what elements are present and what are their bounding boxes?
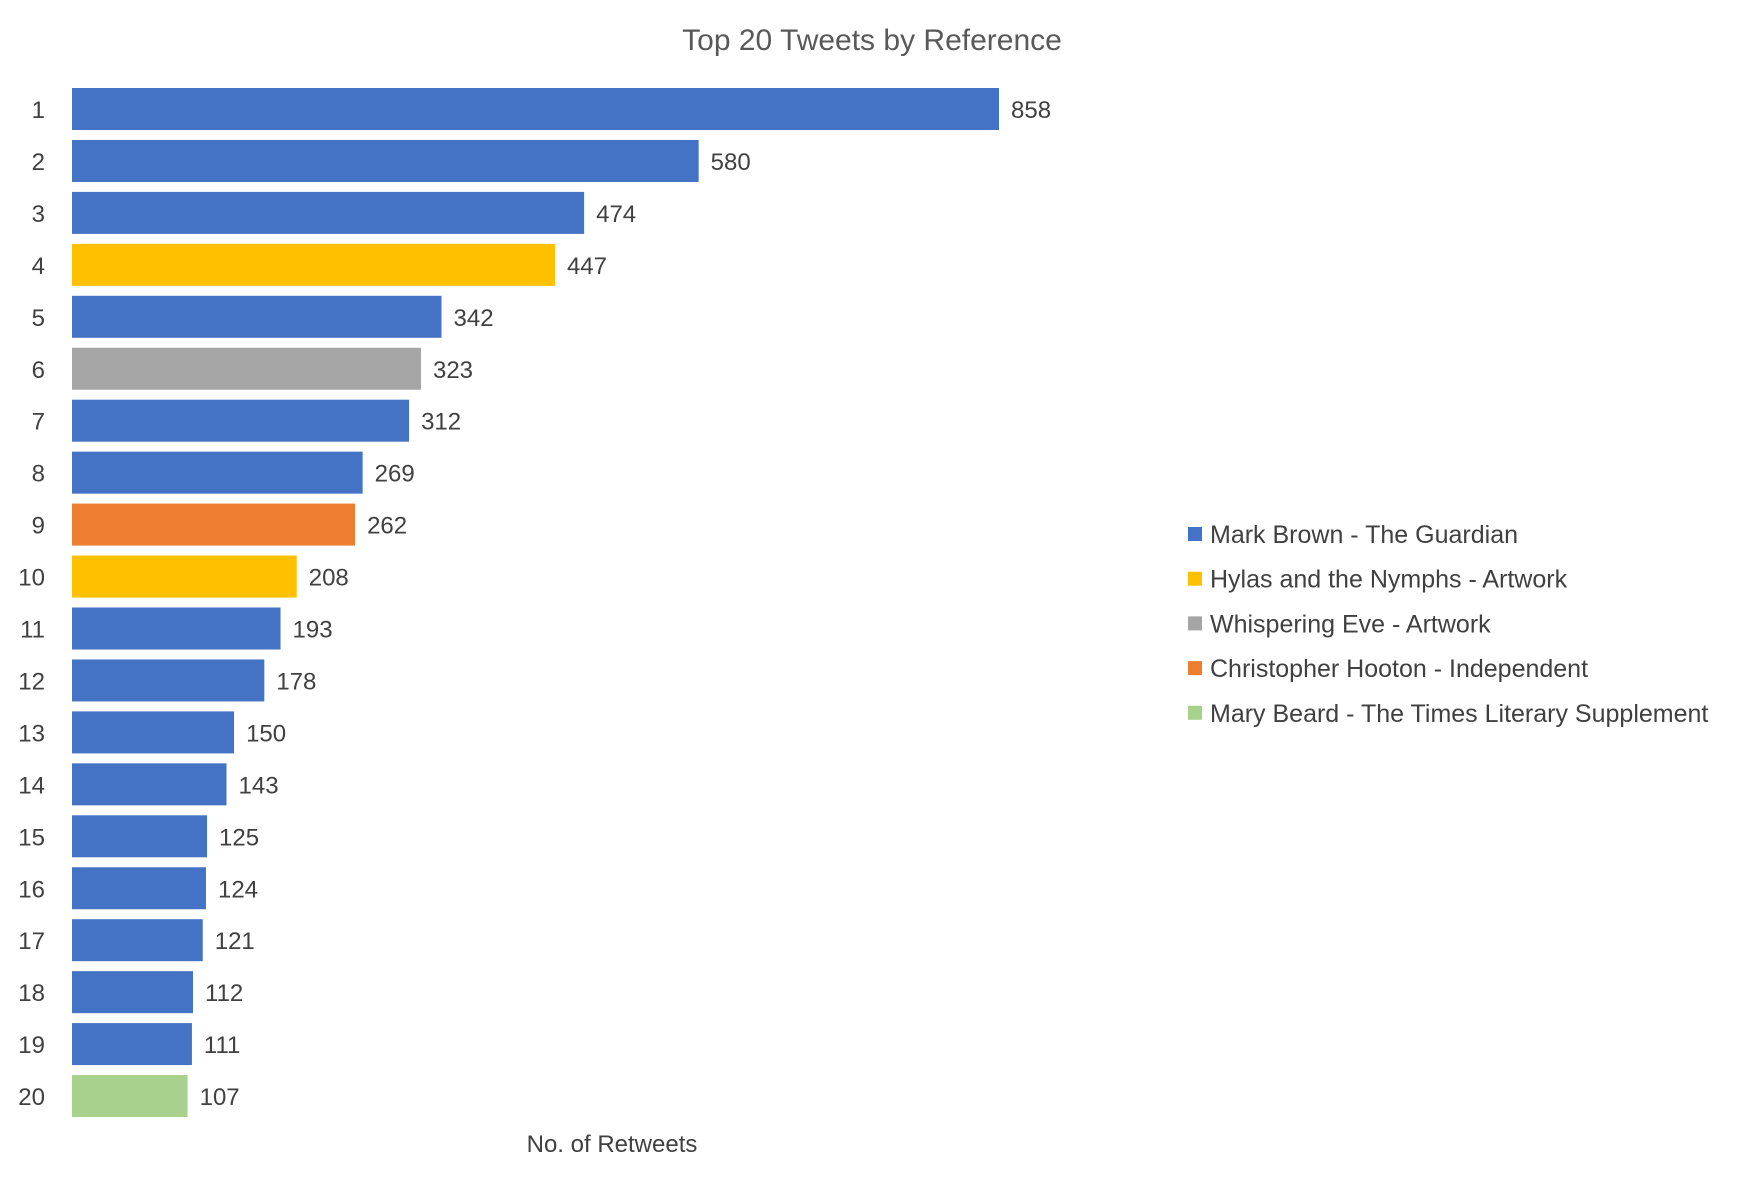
bars-group <box>72 88 999 1118</box>
legend-item-1: Mark Brown - The Guardian <box>1188 521 1518 549</box>
legend-label-2: Hylas and the Nymphs - Artwork <box>1210 566 1568 594</box>
bar-7 <box>72 399 410 442</box>
value-label-20: 107 <box>200 1084 240 1111</box>
category-label-16: 16 <box>18 876 45 903</box>
value-label-4: 447 <box>567 253 607 280</box>
category-label-2: 2 <box>32 149 45 176</box>
category-label-3: 3 <box>32 201 45 228</box>
category-label-19: 19 <box>18 1032 45 1059</box>
category-label-4: 4 <box>32 253 45 280</box>
value-label-14: 143 <box>239 772 279 799</box>
value-label-5: 342 <box>454 305 494 332</box>
bar-6 <box>72 347 421 390</box>
bar-20 <box>72 1075 188 1118</box>
bar-10 <box>72 555 297 598</box>
bar-12 <box>72 659 265 702</box>
bar-11 <box>72 607 281 650</box>
legend-item-4: Christopher Hooton - Independent <box>1188 655 1588 683</box>
category-label-9: 9 <box>32 513 45 540</box>
bar-3 <box>72 191 585 234</box>
bar-9 <box>72 503 356 546</box>
legend-label-5: Mary Beard - The Times Literary Suppleme… <box>1210 700 1708 728</box>
legend-swatch-3 <box>1188 616 1202 631</box>
legend-swatch-5 <box>1188 705 1202 720</box>
category-label-13: 13 <box>18 720 45 747</box>
value-label-18: 112 <box>205 980 243 1007</box>
chart-title: Top 20 Tweets by Reference <box>682 24 1062 57</box>
category-label-14: 14 <box>18 772 45 799</box>
legend: Mark Brown - The Guardian Hylas and the N… <box>1188 521 1708 728</box>
value-label-16: 124 <box>218 876 258 903</box>
category-label-18: 18 <box>18 980 45 1007</box>
value-label-13: 150 <box>246 720 286 747</box>
bar-16 <box>72 867 206 910</box>
bar-17 <box>72 919 203 962</box>
legend-item-5: Mary Beard - The Times Literary Suppleme… <box>1188 700 1708 728</box>
bar-4 <box>72 243 555 286</box>
legend-swatch-4 <box>1188 661 1202 676</box>
value-label-19: 111 <box>204 1032 240 1059</box>
category-label-6: 6 <box>32 357 45 384</box>
value-label-8: 269 <box>375 461 415 488</box>
value-label-12: 178 <box>276 668 316 695</box>
category-label-20: 20 <box>18 1084 45 1111</box>
bar-15 <box>72 815 208 858</box>
category-label-1: 1 <box>32 97 45 124</box>
legend-item-3: Whispering Eve - Artwork <box>1188 610 1491 638</box>
category-label-10: 10 <box>18 565 45 592</box>
category-label-17: 17 <box>18 928 45 955</box>
bar-2 <box>72 139 699 182</box>
bar-5 <box>72 295 442 338</box>
value-label-17: 121 <box>215 928 255 955</box>
legend-swatch-2 <box>1188 571 1202 586</box>
value-label-2: 580 <box>711 149 751 176</box>
bar-18 <box>72 971 194 1014</box>
legend-label-1: Mark Brown - The Guardian <box>1210 521 1518 549</box>
x-axis-label: No. of Retweets <box>527 1131 698 1158</box>
bar-8 <box>72 451 363 494</box>
value-label-6: 323 <box>433 357 473 384</box>
legend-label-3: Whispering Eve - Artwork <box>1210 610 1491 638</box>
value-label-10: 208 <box>309 565 349 592</box>
value-label-7: 312 <box>421 409 461 436</box>
bar-1 <box>72 88 999 130</box>
value-label-15: 125 <box>219 824 259 851</box>
value-label-11: 193 <box>293 617 333 644</box>
value-label-3: 474 <box>596 201 636 228</box>
category-label-7: 7 <box>32 409 45 436</box>
bar-13 <box>72 711 235 754</box>
bar-14 <box>72 763 227 806</box>
legend-swatch-1 <box>1188 527 1202 541</box>
value-label-9: 262 <box>367 513 407 540</box>
category-label-8: 8 <box>32 461 45 488</box>
category-label-5: 5 <box>32 305 45 332</box>
legend-label-4: Christopher Hooton - Independent <box>1210 655 1588 683</box>
category-label-15: 15 <box>18 824 45 851</box>
category-label-12: 12 <box>18 668 45 695</box>
category-label-11: 11 <box>20 617 45 644</box>
bar-19 <box>72 1023 192 1066</box>
legend-item-2: Hylas and the Nymphs - Artwork <box>1188 566 1568 594</box>
value-label-1: 858 <box>1011 97 1051 124</box>
